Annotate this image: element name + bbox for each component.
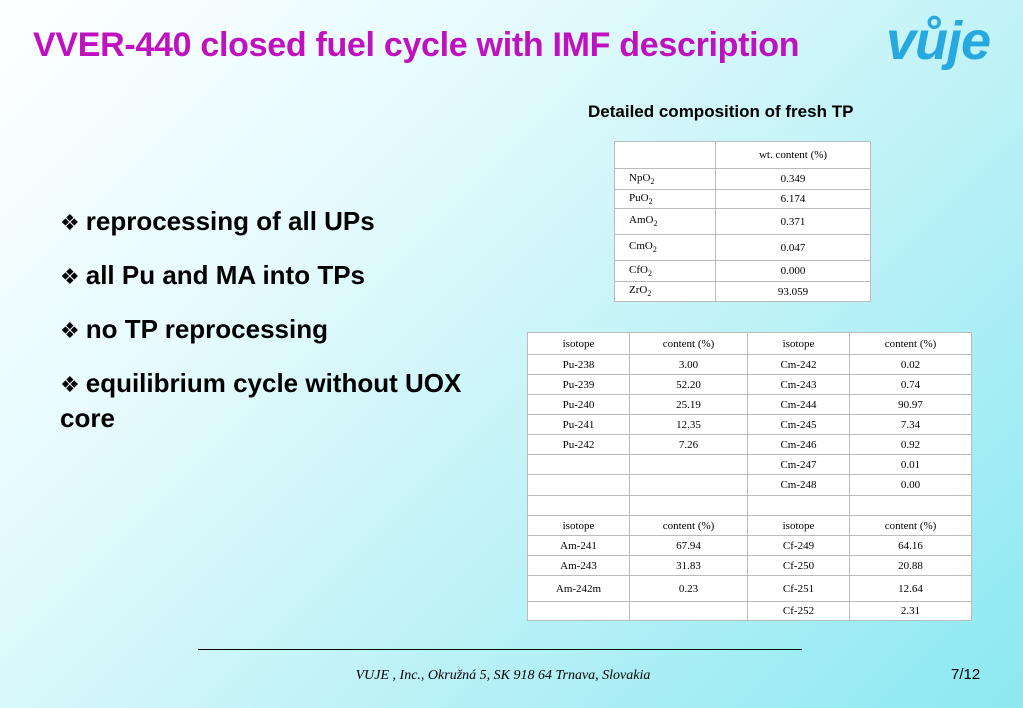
table-row: Am-241 67.94 Cf-249 64.16 <box>527 535 972 556</box>
diamond-bullet-icon: ❖ <box>60 319 80 345</box>
table-row: AmO2 0.371 <box>614 208 871 235</box>
table-row <box>527 495 972 516</box>
table-header-row: wt. content (%) <box>614 141 871 169</box>
table-row: Cm-247 0.01 <box>527 454 972 475</box>
table-header-row: isotope content (%) isotope content (%) <box>527 332 972 355</box>
table-row: Am-242m 0.23 Cf-251 12.64 <box>527 575 972 602</box>
header-cell: wt. content (%) <box>715 141 871 169</box>
footer-address: VUJE , Inc., Okružná 5, SK 918 64 Trnava… <box>355 668 651 683</box>
slide-title: VVER-440 closed fuel cycle with IMF desc… <box>33 26 800 64</box>
table-row: CfO2 0.000 <box>614 260 871 282</box>
table-row: ZrO2 93.059 <box>614 281 871 302</box>
bullet-list: ❖ reprocessing of all UPs ❖ all Pu and MA … <box>60 204 500 455</box>
bullet-item: ❖ equilibrium cycle without UOX core <box>60 368 462 434</box>
diamond-bullet-icon: ❖ <box>60 265 80 291</box>
table-header-row: isotope content (%) isotope content (%) <box>527 515 972 536</box>
table-row: Cf-252 2.31 <box>527 601 972 621</box>
table-row: Cm-248 0.00 <box>527 474 972 496</box>
table-row: CmO2 0.047 <box>614 234 871 261</box>
footer-divider <box>198 649 802 650</box>
table-row: NpO2 0.349 <box>614 168 871 190</box>
table-row: Pu-240 25.19 Cm-244 90.97 <box>527 394 972 415</box>
bullet-item: ❖ reprocessing of all UPs <box>60 206 375 236</box>
vuje-logo: vůje <box>886 11 991 71</box>
table-subtitle: Detailed composition of fresh TP <box>588 102 854 121</box>
header-cell <box>614 141 716 169</box>
diamond-bullet-icon: ❖ <box>60 211 80 236</box>
bullet-item: ❖ all Pu and MA into TPs <box>60 260 366 291</box>
table-row: Am-243 31.83 Cf-250 20.88 <box>527 555 972 576</box>
table-row: PuO2 6.174 <box>614 189 871 209</box>
diamond-bullet-icon: ❖ <box>60 373 80 399</box>
isotope-table: isotope content (%) isotope content (%) … <box>527 332 972 621</box>
table-row: Pu-241 12.35 Cm-245 7.34 <box>527 414 972 435</box>
bullet-item: ❖ no TP reprocessing <box>60 314 328 345</box>
composition-table: wt. content (%) NpO2 0.349 PuO2 6.174 Am… <box>614 141 871 302</box>
table-row: Pu-239 52.20 Cm-243 0.74 <box>527 374 972 395</box>
table-row: Pu-242 7.26 Cm-246 0.92 <box>527 434 972 455</box>
page-number: 7/12 <box>951 666 981 683</box>
table-row: Pu-238 3.00 Cm-242 0.02 <box>527 354 972 375</box>
